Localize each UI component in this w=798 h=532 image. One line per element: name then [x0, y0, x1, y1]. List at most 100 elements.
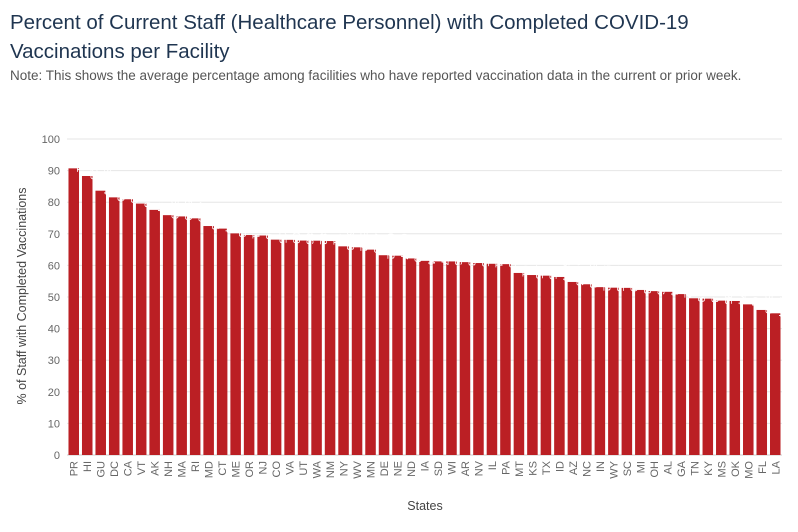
x-tick-label: MA	[177, 460, 189, 477]
bar	[378, 255, 390, 455]
y-tick-label: 40	[48, 324, 60, 336]
y-tick-label: 90	[48, 166, 60, 178]
x-axis-title: States	[407, 499, 442, 513]
bar	[486, 263, 498, 455]
data-label: 80.93	[128, 177, 140, 203]
bar	[338, 246, 349, 455]
data-label: 56.75	[546, 253, 558, 279]
x-tick-label: MS	[716, 461, 728, 478]
bar	[95, 190, 106, 455]
data-label: 61.03	[465, 240, 477, 266]
chart-title: Percent of Current Staff (Healthcare Per…	[10, 11, 689, 63]
x-tick-label: NC	[581, 461, 593, 477]
data-label: 47.67	[749, 282, 761, 308]
data-label: 62.20	[412, 236, 424, 262]
data-label: 54.76	[573, 260, 585, 286]
bars	[68, 168, 781, 456]
bar	[176, 216, 187, 455]
bar	[500, 264, 511, 455]
y-tick-label: 10	[48, 418, 60, 430]
x-tick-label: NE	[393, 461, 405, 476]
data-label: 68.09	[290, 218, 302, 244]
bar	[527, 275, 538, 455]
x-tick-label: OH	[649, 461, 661, 478]
bar	[392, 255, 403, 455]
data-label: 67.86	[304, 218, 316, 244]
x-tick-label: CT	[217, 461, 229, 476]
data-label: 67.82	[317, 218, 329, 244]
x-tick-label: MO	[743, 461, 755, 479]
y-tick-label: 60	[48, 260, 60, 272]
data-label: 61.27	[438, 239, 450, 265]
data-label: 64.99	[371, 227, 383, 253]
bar	[149, 209, 160, 455]
bar	[311, 240, 322, 455]
x-tick-label: VT	[136, 461, 148, 475]
bar	[446, 261, 457, 455]
data-label: 69.46	[263, 213, 275, 239]
bar	[405, 258, 417, 455]
bar	[648, 291, 660, 455]
bar	[473, 263, 484, 455]
y-tick-label: 70	[48, 229, 60, 241]
x-tick-label: DE	[379, 461, 391, 476]
x-tick-label: WV	[352, 460, 364, 478]
bar	[365, 249, 376, 455]
y-tick-label: 50	[48, 292, 60, 304]
data-label: 83.64	[101, 168, 113, 194]
data-label: 74.89	[196, 196, 208, 222]
data-label: 53.12	[600, 265, 612, 291]
data-label: 57.61	[519, 251, 531, 277]
data-label: 75.50	[182, 194, 194, 220]
data-label: 51.64	[668, 270, 680, 296]
bar	[122, 199, 133, 455]
bar	[189, 218, 201, 455]
x-tick-label: MT	[514, 461, 526, 477]
y-tick-label: 30	[48, 355, 60, 367]
y-tick-label: 0	[54, 450, 60, 462]
data-label: 67.71	[331, 219, 343, 245]
x-tick-label: AK	[150, 460, 162, 475]
bar	[459, 262, 471, 455]
data-label: 52.89	[627, 266, 639, 292]
data-label: 66.03	[344, 224, 356, 250]
data-label: 48.74	[735, 279, 747, 305]
x-tick-label: OR	[244, 461, 256, 478]
x-tick-label: AZ	[568, 461, 580, 475]
x-tick-label: NV	[473, 460, 485, 476]
bar	[162, 215, 174, 455]
x-tick-label: NJ	[258, 461, 270, 474]
x-tick-label: PA	[500, 460, 512, 475]
x-tick-label: MN	[366, 461, 378, 478]
x-tick-label: KS	[527, 461, 539, 476]
x-tick-label: PR	[69, 461, 81, 476]
x-tick-label: LA	[770, 460, 782, 474]
x-tick-label: VA	[285, 460, 297, 475]
bar	[567, 281, 579, 455]
data-label: 88.29	[88, 154, 100, 180]
bar	[284, 239, 295, 455]
x-tick-label: KY	[703, 460, 715, 475]
data-label: 69.61	[250, 213, 262, 239]
bar	[68, 168, 80, 456]
bar	[554, 276, 565, 455]
data-label: 52.95	[614, 265, 626, 291]
data-label: 56.34	[560, 255, 572, 281]
data-label: 68.15	[277, 217, 289, 243]
x-tick-label: TX	[541, 460, 553, 475]
data-label: 50.92	[681, 272, 693, 298]
y-axis-title: % of Staff with Completed Vaccinations	[15, 187, 29, 404]
x-tick-label: IA	[420, 460, 432, 471]
x-tick-label: RI	[190, 461, 202, 472]
data-label: 45.90	[762, 288, 774, 314]
bar	[743, 304, 754, 455]
data-label: 61.26	[452, 239, 464, 265]
x-tick-label: ME	[231, 461, 243, 478]
y-tick-label: 100	[42, 134, 60, 146]
data-label: 77.57	[155, 188, 167, 214]
data-label: 63.22	[385, 233, 397, 259]
data-label: 90.71	[74, 146, 86, 172]
bar	[419, 260, 430, 455]
bar	[608, 287, 619, 455]
x-tick-label: DC	[109, 461, 121, 477]
